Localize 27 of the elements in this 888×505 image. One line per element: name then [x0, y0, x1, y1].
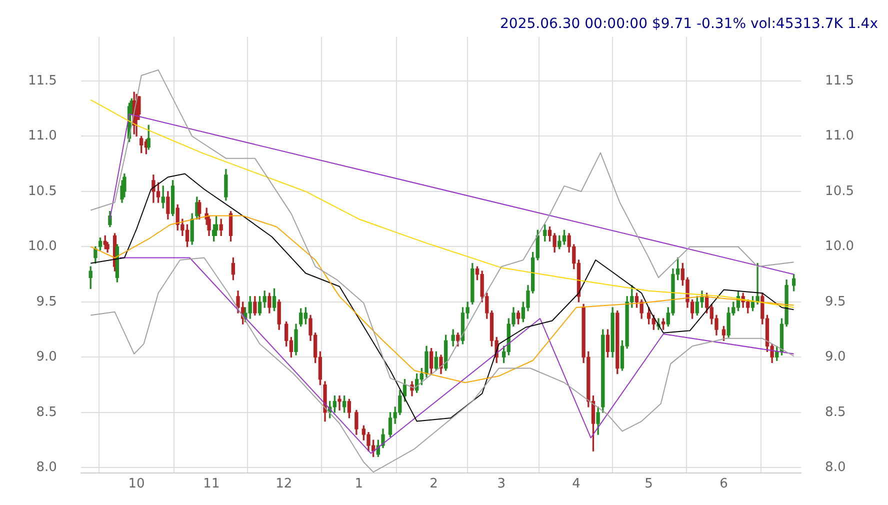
y2-tick-label: 10.5: [825, 184, 854, 199]
y-tick-label: 8.0: [36, 460, 57, 476]
chart-title: 2025.06.30 00:00:00 $9.71 -0.31% vol:45313.7K 1.4x: [500, 16, 878, 32]
x-tick-label: 5: [644, 476, 653, 492]
x-tick-label: 3: [497, 476, 506, 492]
x-tick-label: 1: [354, 476, 363, 492]
y-tick-label: 9.5: [36, 294, 57, 310]
x-tick-label: 12: [276, 476, 292, 492]
y-tick-label: 9.0: [36, 350, 57, 365]
y2-tick-label: 11.0: [825, 128, 854, 144]
y-tick-label: 10.0: [28, 239, 57, 254]
y-tick-label: 11.0: [28, 128, 57, 144]
x-tick-label: 4: [572, 476, 580, 492]
y2-tick-label: 9.5: [825, 294, 846, 310]
y2-tick-label: 8.0: [825, 460, 846, 476]
y2-tick-label: 9.0: [825, 350, 846, 365]
y-tick-label: 8.5: [36, 404, 57, 420]
y2-tick-label: 8.5: [825, 404, 846, 420]
x-tick-label: 6: [720, 476, 728, 492]
y-tick-label: 11.5: [28, 73, 57, 88]
y2-tick-label: 11.5: [825, 73, 854, 88]
x-tick-label: 10: [128, 476, 145, 492]
y-tick-label: 10.5: [28, 184, 57, 199]
candlestick: [338, 396, 342, 411]
x-tick-label: 2: [430, 476, 438, 492]
y2-tick-label: 10.0: [825, 239, 854, 254]
x-tick-label: 11: [203, 476, 220, 492]
